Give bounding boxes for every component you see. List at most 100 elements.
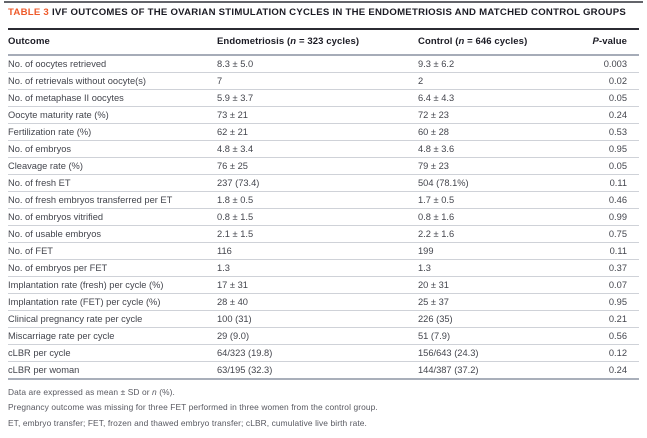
cell-outcome: No. of retrievals without oocyte(s)	[8, 72, 217, 90]
cell-p: 0.24	[568, 106, 639, 124]
col-header-endometriosis-n: n	[290, 35, 297, 47]
table-body: No. of oocytes retrieved 8.3 ± 5.0 9.3 ± 6…	[8, 54, 639, 380]
cell-p: 0.56	[568, 327, 639, 345]
cell-p: 0.11	[568, 174, 639, 192]
cell-p: 0.05	[568, 157, 639, 175]
cell-control: 2	[418, 72, 568, 90]
cell-endometriosis: 5.9 ± 3.7	[217, 89, 418, 107]
cell-endometriosis: 116	[217, 242, 418, 260]
table-row: Clinical pregnancy rate per cycle 100 (31…	[8, 310, 639, 328]
cell-endometriosis: 64/323 (19.8)	[217, 344, 418, 362]
cell-outcome: Oocyte maturity rate (%)	[8, 106, 217, 124]
table-row: No. of embryos per FET 1.3 1.3 0.37	[8, 259, 639, 277]
table-row: Miscarriage rate per cycle 29 (9.0) 51 (7.…	[8, 327, 639, 345]
cell-endometriosis: 28 ± 40	[217, 293, 418, 311]
table-footnotes: Data are expressed as mean ± SD or n (%)…	[8, 387, 639, 428]
table-row: No. of metaphase II oocytes 5.9 ± 3.7 6.4 …	[8, 89, 639, 107]
cell-p: 0.02	[568, 72, 639, 90]
cell-p: 0.07	[568, 276, 639, 294]
table-row: Cleavage rate (%) 76 ± 25 79 ± 23 0.05	[8, 157, 639, 175]
table-row: Fertilization rate (%) 62 ± 21 60 ± 28 0.53	[8, 123, 639, 141]
footnote-abbreviations: ET, embryo transfer; FET, frozen and tha…	[8, 417, 367, 428]
ivf-outcomes-table: Outcome Endometriosis (n = 323 cycles) C…	[8, 27, 639, 380]
col-header-control-count: = 646 cycles)	[464, 35, 528, 47]
cell-control: 72 ± 23	[418, 106, 568, 124]
table-row: No. of retrievals without oocyte(s) 7 2 0.0…	[8, 72, 639, 90]
col-header-control-n: n	[458, 35, 465, 47]
table-row: cLBR per woman 63/195 (32.3) 144/387 (37.2…	[8, 361, 639, 380]
footnote-missing-outcome: Pregnancy outcome was missing for three …	[8, 402, 378, 412]
cell-control: 144/387 (37.2)	[418, 361, 568, 380]
cell-control: 1.3	[418, 259, 568, 277]
cell-endometriosis: 17 ± 31	[217, 276, 418, 294]
col-header-p-suffix: -value	[598, 35, 627, 47]
cell-outcome: Implantation rate (fresh) per cycle (%)	[8, 276, 217, 294]
cell-control: 1.7 ± 0.5	[418, 191, 568, 209]
table-label: TABLE 3	[8, 7, 50, 18]
table-row: Oocyte maturity rate (%) 73 ± 21 72 ± 23 0.…	[8, 106, 639, 124]
cell-outcome: No. of embryos per FET	[8, 259, 217, 277]
col-header-control: Control (n = 646 cycles)	[418, 27, 568, 56]
cell-endometriosis: 73 ± 21	[217, 106, 418, 124]
col-header-p-italic: P	[592, 35, 599, 47]
table-row: No. of FET 116 199 0.11	[8, 242, 639, 260]
col-header-control-text: Control (	[418, 35, 459, 47]
cell-outcome: No. of fresh embryos transferred per ET	[8, 191, 217, 209]
footnote-1-text: Data are expressed as mean ± SD or	[8, 386, 153, 397]
cell-endometriosis: 2.1 ± 1.5	[217, 225, 418, 243]
cell-endometriosis: 0.8 ± 1.5	[217, 208, 418, 226]
cell-control: 25 ± 37	[418, 293, 568, 311]
col-header-endometriosis-count: = 323 cycles)	[296, 35, 360, 47]
cell-endometriosis: 237 (73.4)	[217, 174, 418, 192]
cell-outcome: No. of oocytes retrieved	[8, 54, 217, 73]
cell-p: 0.11	[568, 242, 639, 260]
cell-control: 6.4 ± 4.3	[418, 89, 568, 107]
cell-control: 0.8 ± 1.6	[418, 208, 568, 226]
cell-outcome: Miscarriage rate per cycle	[8, 327, 217, 345]
cell-outcome: Clinical pregnancy rate per cycle	[8, 310, 217, 328]
col-header-endometriosis: Endometriosis (n = 323 cycles)	[217, 27, 418, 56]
cell-p: 0.05	[568, 89, 639, 107]
cell-control: 51 (7.9)	[418, 327, 568, 345]
cell-outcome: No. of embryos	[8, 140, 217, 158]
cell-p: 0.46	[568, 191, 639, 209]
col-header-outcome: Outcome	[8, 27, 217, 56]
cell-outcome: cLBR per woman	[8, 361, 217, 380]
table-row: cLBR per cycle 64/323 (19.8) 156/643 (24.3…	[8, 344, 639, 362]
table-title: IVF OUTCOMES OF THE OVARIAN STIMULATION …	[51, 7, 627, 18]
cell-p: 0.95	[568, 140, 639, 158]
cell-outcome: No. of fresh ET	[8, 174, 217, 192]
cell-endometriosis: 1.8 ± 0.5	[217, 191, 418, 209]
cell-outcome: No. of embryos vitrified	[8, 208, 217, 226]
footnote-data-expression: Data are expressed as mean ± SD or n (%)…	[8, 387, 639, 397]
footnote-1-suffix: (%).	[156, 386, 175, 397]
cell-control: 2.2 ± 1.6	[418, 225, 568, 243]
cell-outcome: No. of usable embryos	[8, 225, 217, 243]
cell-control: 504 (78.1%)	[418, 174, 568, 192]
cell-p: 0.37	[568, 259, 639, 277]
cell-outcome: cLBR per cycle	[8, 344, 217, 362]
cell-p: 0.24	[568, 361, 639, 380]
cell-control: 4.8 ± 3.6	[418, 140, 568, 158]
table-caption: TABLE 3 IVF OUTCOMES OF THE OVARIAN STIM…	[8, 7, 636, 19]
cell-outcome: Cleavage rate (%)	[8, 157, 217, 175]
cell-control: 199	[418, 242, 568, 260]
cell-control: 156/643 (24.3)	[418, 344, 568, 362]
cell-endometriosis: 8.3 ± 5.0	[217, 54, 418, 73]
table-row: No. of embryos vitrified 0.8 ± 1.5 0.8 ± 1…	[8, 208, 639, 226]
cell-outcome: Fertilization rate (%)	[8, 123, 217, 141]
table-header-row: Outcome Endometriosis (n = 323 cycles) C…	[8, 27, 639, 56]
cell-p: 0.99	[568, 208, 639, 226]
cell-p: 0.53	[568, 123, 639, 141]
cell-endometriosis: 1.3	[217, 259, 418, 277]
cell-endometriosis: 4.8 ± 3.4	[217, 140, 418, 158]
footnote-1-n: n	[152, 386, 157, 397]
cell-outcome: Implantation rate (FET) per cycle (%)	[8, 293, 217, 311]
table-row: No. of oocytes retrieved 8.3 ± 5.0 9.3 ± 6…	[8, 54, 639, 73]
cell-p: 0.21	[568, 310, 639, 328]
col-header-p-value: P-value	[568, 27, 639, 56]
cell-p: 0.75	[568, 225, 639, 243]
table-row: Implantation rate (FET) per cycle (%) 28 …	[8, 293, 639, 311]
table-row: Implantation rate (fresh) per cycle (%) 1…	[8, 276, 639, 294]
